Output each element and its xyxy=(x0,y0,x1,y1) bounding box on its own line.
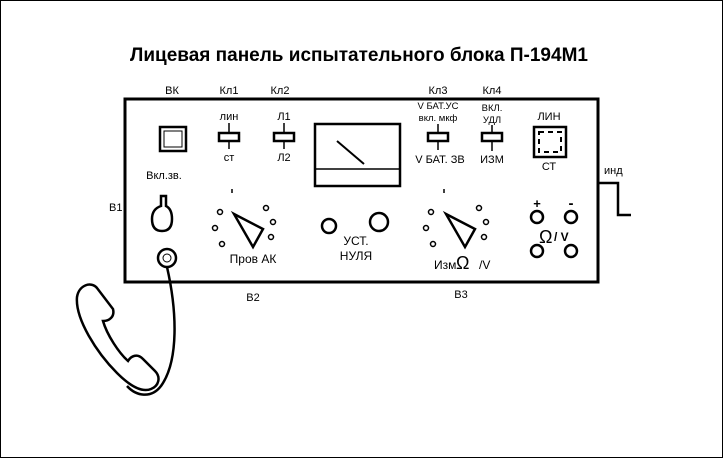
kl3-top-label-2: вкл. мкф xyxy=(419,113,458,124)
vk-button-inner xyxy=(163,130,183,148)
ohm-terminal-icon: Ω xyxy=(539,227,552,247)
kl4-top-label-1: ВКЛ. xyxy=(482,103,503,114)
label-kl3: Кл3 xyxy=(429,85,448,97)
b3-rotary-switch[interactable] xyxy=(422,189,490,250)
label-kl1: Кл1 xyxy=(220,85,239,97)
izm-label: Изм xyxy=(434,258,456,272)
label-ind: инд xyxy=(604,165,623,177)
b2-knob-pointer xyxy=(230,210,265,250)
terminal-plus-top[interactable] xyxy=(529,209,545,225)
zero-adjust-fine[interactable] xyxy=(368,211,390,233)
kl4-bottom-label: ИЗМ xyxy=(480,154,504,166)
label-b2: В2 xyxy=(246,292,259,304)
label-kl2: Кл2 xyxy=(271,85,290,97)
ohm-icon: Ω xyxy=(456,253,469,273)
zero-adjust-coarse[interactable] xyxy=(320,217,338,235)
meter-frame xyxy=(313,122,402,188)
handset-cord xyxy=(126,266,176,396)
label-kl4: Кл4 xyxy=(483,85,502,97)
kl4-switch[interactable] xyxy=(480,131,504,143)
plus-label: + xyxy=(533,196,541,211)
ust-label: УСТ. xyxy=(343,234,368,248)
front-panel-frame xyxy=(123,97,600,284)
kl1-switch[interactable] xyxy=(217,131,241,143)
kl2-switch[interactable] xyxy=(272,131,296,143)
indicator-lamp-segments xyxy=(538,131,562,153)
kl3-bottom-label: V БАТ. ЗВ xyxy=(415,154,464,166)
kl1-top-label: лин xyxy=(220,111,239,123)
terminal-plus-bottom[interactable] xyxy=(529,243,545,259)
label-b1: В1 xyxy=(109,202,122,214)
minus-label: - xyxy=(569,195,574,212)
nulya-label: НУЛЯ xyxy=(340,249,372,263)
indicator-top-label: ЛИН xyxy=(537,111,560,123)
label-b3: В3 xyxy=(454,289,467,301)
telephone-handset[interactable] xyxy=(75,283,160,392)
meter-needle xyxy=(336,140,365,165)
kl2-top-label: Л1 xyxy=(277,111,290,123)
ohm-v-label: / V xyxy=(554,230,569,244)
ind-lead-wire xyxy=(598,181,631,217)
izm-unit-label: /V xyxy=(479,258,490,272)
terminal-minus-bottom[interactable] xyxy=(563,243,579,259)
indicator-bottom-label: СТ xyxy=(542,161,557,173)
b3-knob-pointer xyxy=(442,210,477,250)
kl4-top-label-2: УДЛ xyxy=(483,115,501,126)
terminal-minus-top[interactable] xyxy=(563,209,579,225)
prov-ak-label: Пров АК xyxy=(230,252,277,266)
kl1-bottom-label: ст xyxy=(224,152,235,164)
b2-rotary-switch[interactable] xyxy=(211,189,277,250)
handset-jack-inner xyxy=(162,253,172,263)
diagram-title: Лицевая панель испытательного блока П-19… xyxy=(130,45,588,66)
vkl-zv-toggle[interactable] xyxy=(150,194,174,233)
handset-jack[interactable] xyxy=(156,247,178,269)
kl3-top-label-1: V БАТ.УС xyxy=(418,101,459,112)
kl3-switch[interactable] xyxy=(426,131,450,143)
label-vk: ВК xyxy=(165,85,179,97)
vkl-zv-label: Вкл.зв. xyxy=(146,170,182,182)
kl2-bottom-label: Л2 xyxy=(277,152,290,164)
